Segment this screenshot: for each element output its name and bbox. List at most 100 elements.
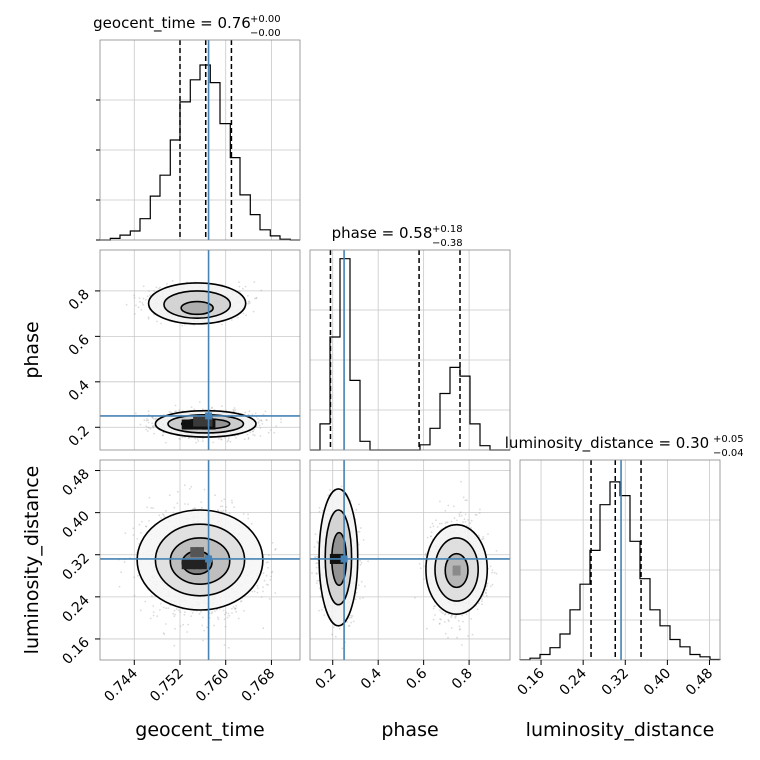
sample-point [232,410,235,412]
sample-point [269,429,272,431]
hist-title-luminosity_distance: luminosity_distance = 0.30 [505,434,709,453]
sample-point [211,611,214,613]
sample-point [253,428,256,431]
sample-point [153,432,156,435]
sample-point [201,437,204,440]
sample-point [149,617,152,620]
sample-point [159,286,162,289]
sample-point [162,514,165,516]
title-sub: −0.04 [713,448,744,459]
sample-point [230,319,233,321]
sample-point [124,532,127,535]
hist-panel-phase: phase = 0.58 +0.18−0.38 [309,224,511,451]
sample-point [260,420,263,422]
sample-point [183,613,186,616]
sample-point [202,408,204,411]
sample-point [243,610,245,612]
sample-point [233,607,236,610]
sample-point [153,290,156,292]
sample-point [220,500,223,502]
sample-point [198,612,201,615]
sample-point [182,623,185,626]
sample-point [211,406,214,409]
sample-point [140,532,142,534]
sample-point [249,302,251,304]
sample-point [267,554,270,557]
sample-point [152,426,155,429]
density-cell [184,419,193,430]
hist-panel-luminosity_distance: luminosity_distance = 0.30 +0.05−0.04 [505,434,744,661]
sample-point [190,406,193,408]
sample-point [159,602,162,605]
sample-point [231,612,233,614]
sample-point [206,626,208,629]
sample-point [231,501,234,504]
sample-point [253,434,256,437]
sample-point [157,287,160,290]
sample-point [225,409,228,412]
sample-point [280,418,282,421]
sample-point [267,431,270,434]
sample-point [146,430,149,432]
sample-point [147,316,150,319]
sample-point [238,285,241,288]
sample-point [262,586,264,588]
sample-point [138,297,141,299]
sample-point [142,297,145,300]
sample-point [178,437,181,440]
sample-point [144,525,147,528]
sample-point [251,413,254,416]
sample-point [244,285,247,288]
sample-point [163,633,166,636]
sample-point [256,591,259,594]
sample-point [210,612,213,615]
sample-point [271,541,274,544]
sample-point [203,488,206,491]
sample-point [274,547,277,550]
sample-point [162,434,165,437]
sample-point [265,561,268,564]
sample-point [152,614,155,617]
sample-point [145,428,148,431]
sample-point [186,631,189,633]
sample-point [173,615,176,618]
sample-point [179,438,182,440]
sample-point [190,485,193,488]
sample-point [318,510,321,513]
sample-point [138,523,141,526]
sample-point [141,302,144,304]
sample-point [217,616,219,619]
sample-point [145,525,148,528]
sample-point [247,294,249,297]
sample-point [162,606,165,609]
sample-point [274,592,277,594]
sample-point [225,509,227,512]
sample-point [146,418,148,420]
sample-point [148,290,150,292]
sample-point [148,496,151,499]
sample-point [251,430,254,433]
sample-point [228,512,231,514]
sample-point [194,437,197,440]
sample-point [247,436,250,439]
sample-point [362,597,364,599]
density-cell [193,416,202,427]
sample-point [132,527,135,530]
sample-point [168,410,171,413]
density-cell [198,559,207,570]
sample-point [221,405,223,407]
sample-point [156,320,158,323]
density-cell [196,547,204,558]
sample-point [177,609,180,612]
sample-point [311,572,313,574]
sample-point [137,306,140,309]
sample-point [181,324,184,327]
sample-point [160,517,163,519]
sample-point [228,614,231,617]
sample-point [152,611,155,613]
sample-point [120,571,122,574]
sample-point [255,297,258,300]
sample-point [174,410,177,413]
sample-point [123,561,126,564]
sample-point [264,410,267,413]
